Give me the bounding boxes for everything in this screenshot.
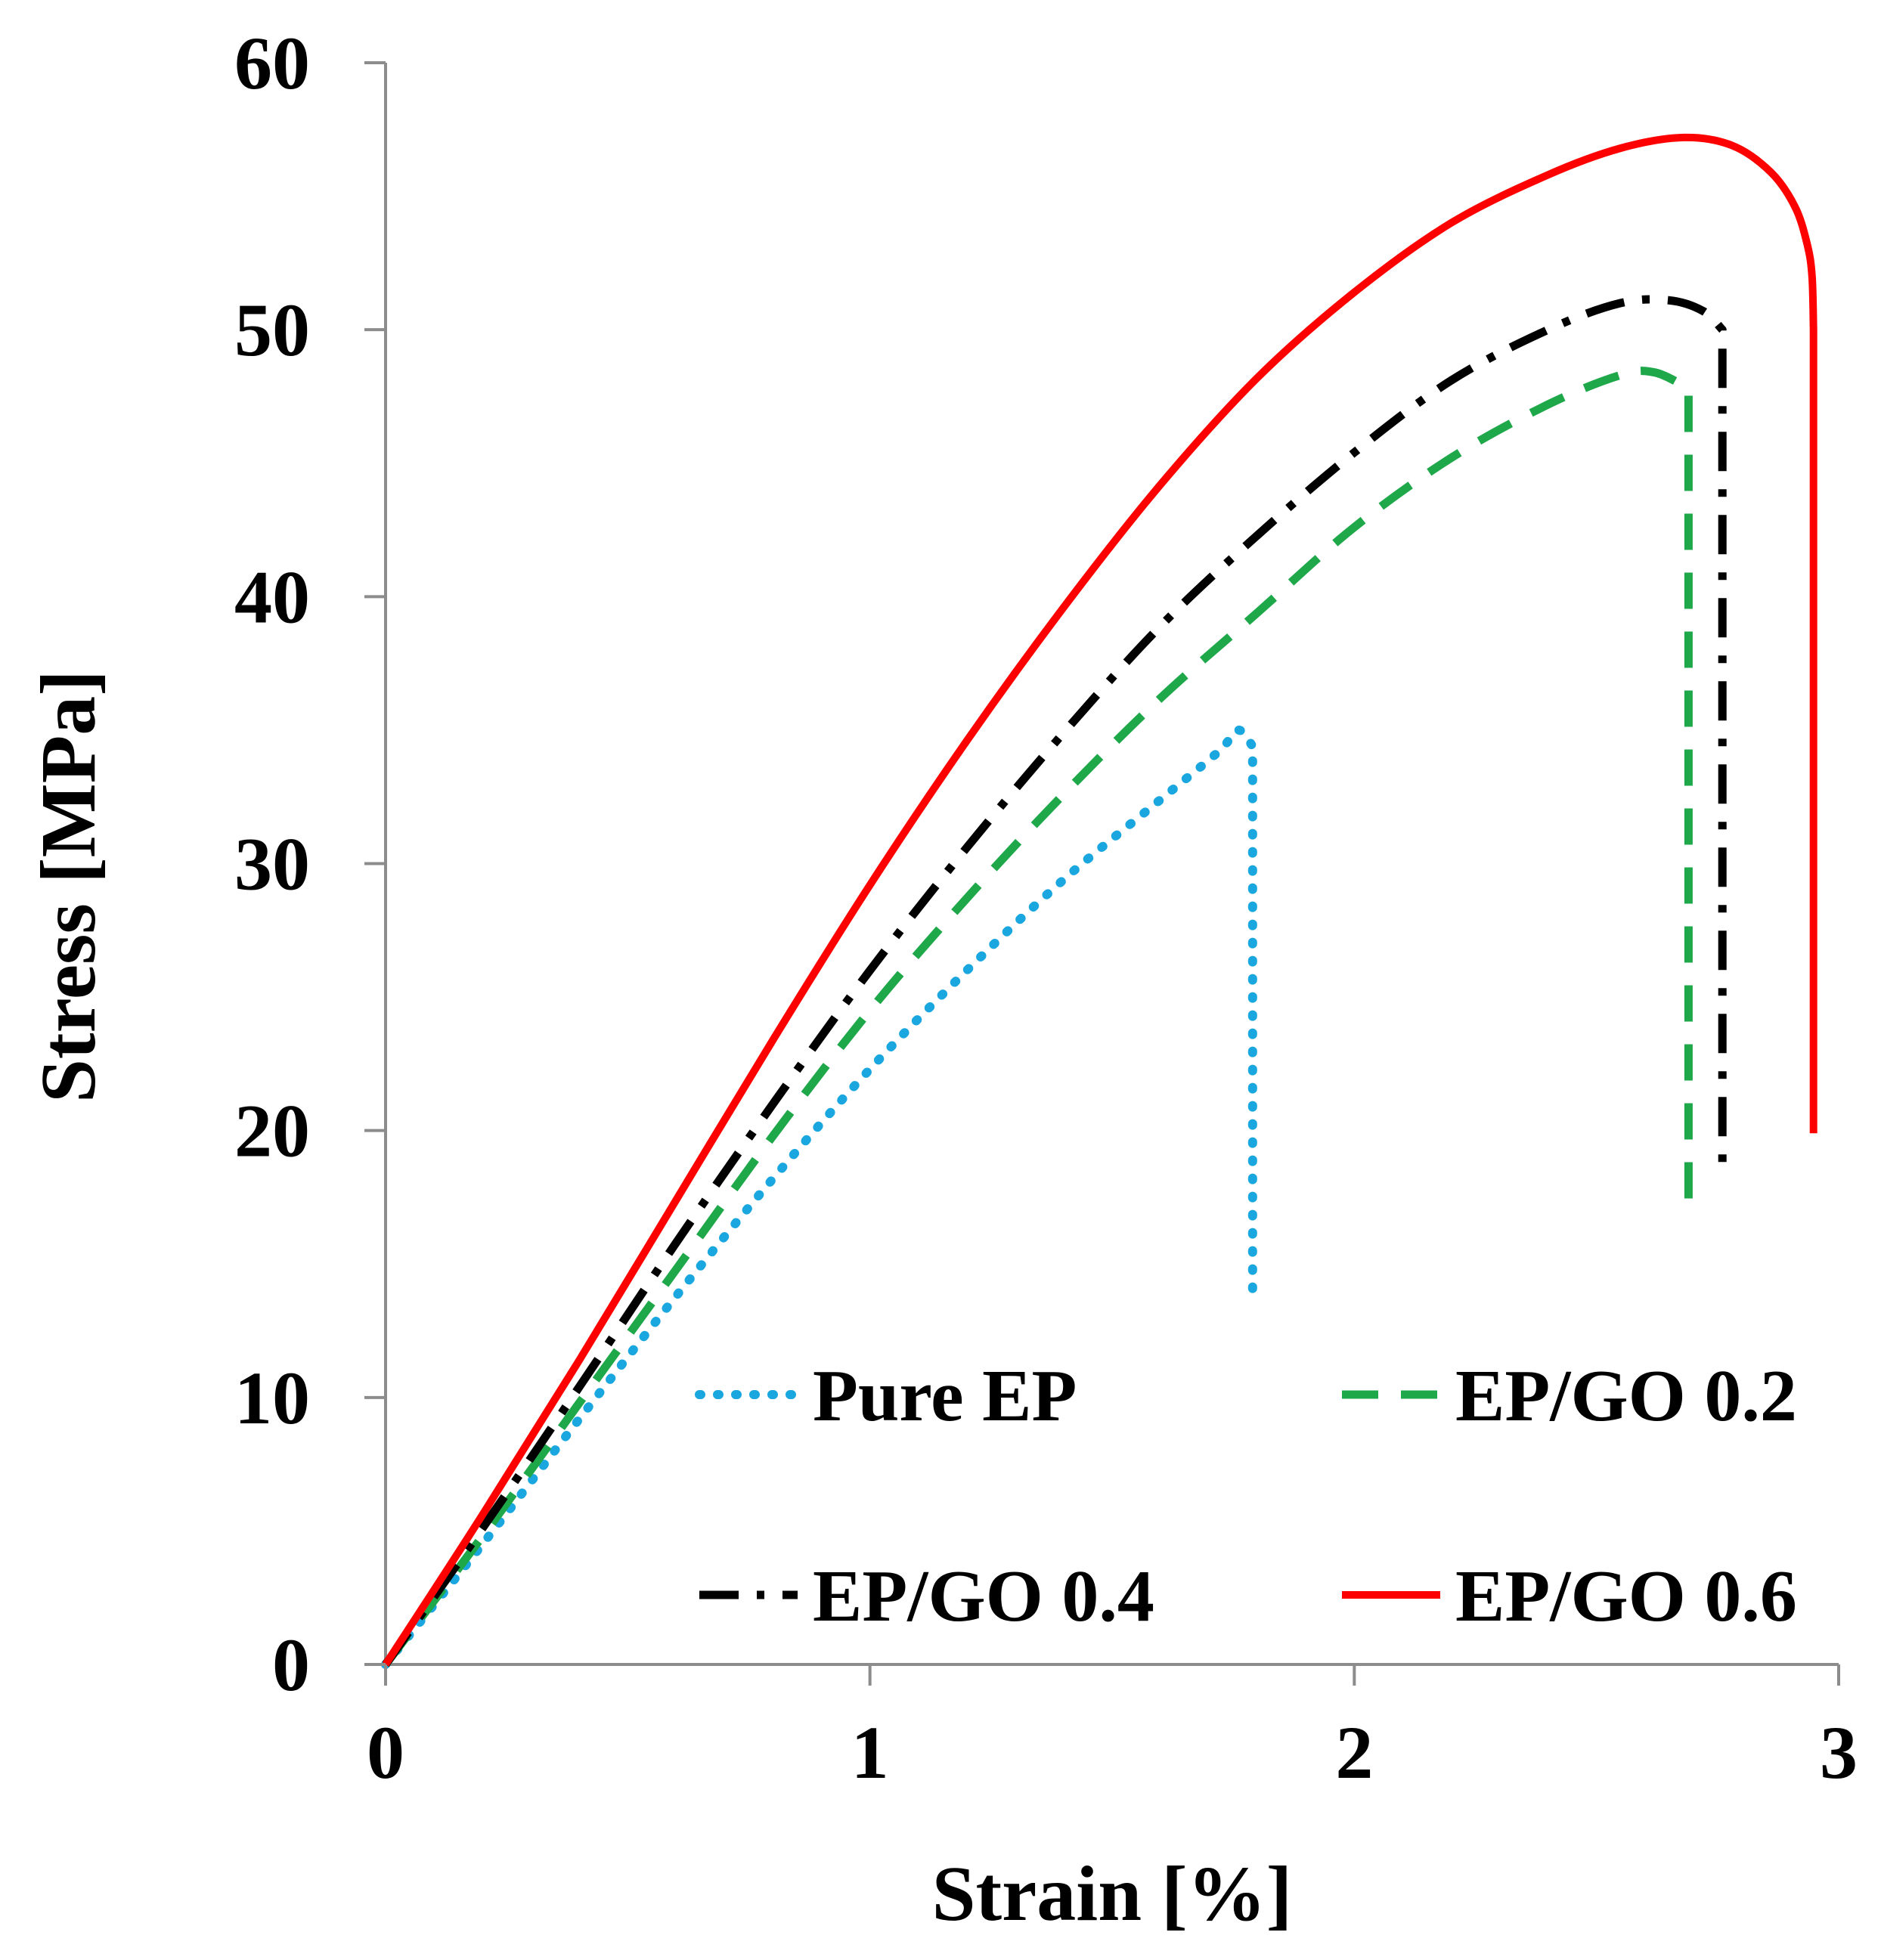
x-tick-label: 0 bbox=[367, 1711, 404, 1794]
y-tick-label: 30 bbox=[234, 822, 310, 906]
x-axis-title: Strain [%] bbox=[932, 1850, 1293, 1937]
y-tick-label: 10 bbox=[234, 1356, 310, 1440]
y-tick-label: 40 bbox=[234, 555, 310, 639]
x-tick-label: 3 bbox=[1820, 1711, 1858, 1794]
legend-label-2: EP/GO 0.4 bbox=[813, 1556, 1154, 1637]
y-tick-label: 20 bbox=[234, 1089, 310, 1173]
y-tick-label: 60 bbox=[234, 21, 310, 105]
y-tick-label: 0 bbox=[272, 1623, 310, 1707]
legend-label-3: EP/GO 0.6 bbox=[1455, 1556, 1797, 1637]
series-line-3 bbox=[382, 133, 1817, 1667]
y-axis-title: Stress [MPa] bbox=[25, 670, 112, 1103]
legend: Pure EP EP/GO 0.2 EP/GO 0.4 EP/GO 0.6 bbox=[695, 1355, 1797, 1637]
legend-label-0: Pure EP bbox=[813, 1355, 1077, 1437]
series-line-2 bbox=[382, 295, 1727, 1667]
series-layer bbox=[381, 133, 1817, 1669]
y-tick-label: 50 bbox=[234, 288, 310, 372]
series-line-1 bbox=[382, 367, 1693, 1667]
x-tick-label: 1 bbox=[851, 1711, 889, 1794]
series-line-0 bbox=[381, 725, 1257, 1669]
x-tick-label: 2 bbox=[1335, 1711, 1373, 1794]
legend-label-1: EP/GO 0.2 bbox=[1455, 1355, 1797, 1437]
